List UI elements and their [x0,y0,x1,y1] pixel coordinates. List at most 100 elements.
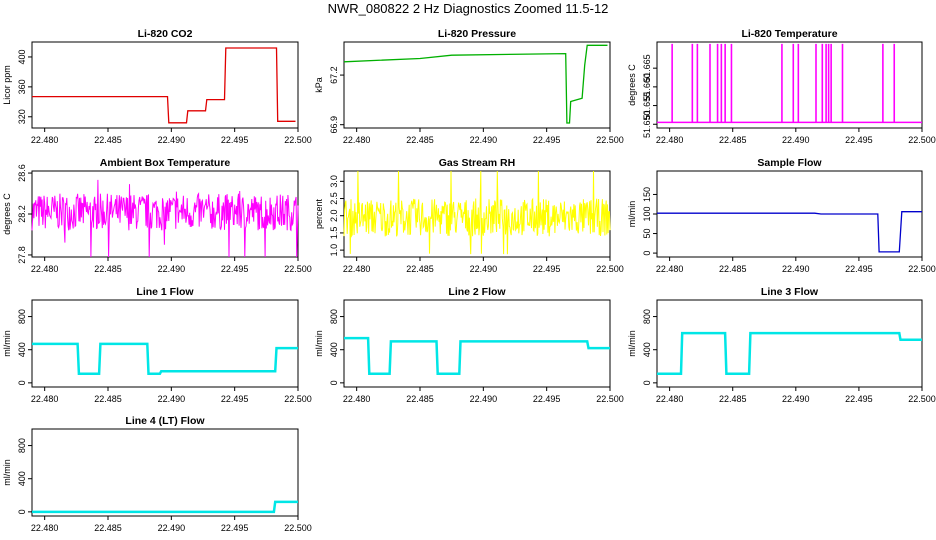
x-tick-label: 22.495 [221,394,249,404]
x-tick-label: 22.480 [31,135,59,145]
series-line [32,47,296,124]
chart-panel-6: Sample Flow ml/min 0 50 100 150 22.480 22.485 22… [627,157,936,274]
x-tick-label: 22.500 [284,264,312,274]
y-tick-label: 150 [642,187,652,202]
x-tick-label: 22.495 [533,264,561,274]
x-tick-label: 22.480 [31,264,59,274]
x-tick-label: 22.490 [158,523,186,533]
chart-panel-1: Li-820 CO2 Licor ppm 320 360 400 22.480 22.485… [2,28,312,145]
y-tick-label: 0 [17,509,27,514]
y-axis-label: ml/min [2,459,12,486]
plot-frame [656,170,923,258]
y-axis-label: ml/min [627,201,637,228]
x-tick-label: 22.480 [31,523,59,533]
y-tick-label: 51.660 [642,73,652,101]
x-tick-label: 22.495 [845,135,873,145]
y-axis-label: Licor ppm [2,65,12,105]
chart-title: Gas Stream RH [439,157,515,169]
x-tick-label: 22.490 [158,135,186,145]
x-tick-label: 22.480 [656,394,684,404]
chart-panel-8: Line 2 Flow ml/min 0 400 800 22.480 22.485 22.4… [314,286,624,404]
x-tick-label: 22.495 [221,523,249,533]
y-tick-label: 0 [329,380,339,385]
x-tick-label: 22.490 [782,394,810,404]
x-tick-label: 22.500 [596,264,624,274]
y-tick-label: 1.0 [329,244,339,257]
x-tick-label: 22.490 [470,135,498,145]
x-tick-label: 22.485 [406,394,434,404]
x-tick-label: 22.485 [406,264,434,274]
y-tick-label: 28.6 [17,164,27,182]
x-tick-label: 22.490 [782,135,810,145]
x-tick-label: 22.490 [158,264,186,274]
x-tick-label: 22.495 [533,135,561,145]
x-tick-label: 22.485 [94,523,122,533]
x-tick-label: 22.500 [284,394,312,404]
chart-panel-2: Li-820 Pressure kPa 66.9 67.2 22.480 22.485 22… [314,28,624,145]
x-tick-label: 22.495 [221,264,249,274]
x-tick-label: 22.485 [94,135,122,145]
x-tick-label: 22.500 [284,523,312,533]
x-tick-label: 22.485 [94,394,122,404]
y-tick-label: 0 [642,380,652,385]
y-tick-label: 2.0 [329,209,339,222]
x-tick-label: 22.485 [719,264,747,274]
x-tick-label: 22.500 [596,394,624,404]
y-tick-label: 51.665 [642,54,652,82]
y-tick-label: 800 [642,309,652,324]
y-tick-label: 100 [642,206,652,221]
x-tick-label: 22.490 [470,394,498,404]
x-tick-label: 22.500 [908,264,936,274]
y-axis-label: degrees C [627,64,637,106]
y-tick-label: 800 [17,438,27,453]
chart-title: Line 4 (LT) Flow [125,415,205,427]
series-line [32,342,298,375]
y-tick-label: 360 [17,79,27,94]
x-tick-label: 22.480 [31,394,59,404]
chart-panel-4: Ambient Box Temperature degrees C 27.8 28.2… [2,157,312,274]
chart-title: Li-820 Pressure [438,28,516,40]
y-axis-label: percent [314,198,324,229]
series-line [32,500,298,514]
x-tick-label: 22.495 [845,394,873,404]
y-tick-label: 66.9 [329,116,339,134]
chart-panel-10: Line 4 (LT) Flow ml/min 0 400 800 22.480 22.48… [2,415,312,533]
series-line [31,179,299,258]
plot-frame [343,170,611,258]
chart-title: Ambient Box Temperature [100,157,231,169]
y-tick-label: 50 [642,229,652,239]
plot-frame [343,41,611,129]
x-tick-label: 22.490 [470,264,498,274]
chart-panel-9: Line 3 Flow ml/min 0 400 800 22.480 22.485 22.4… [627,286,936,404]
chart-title: Line 2 Flow [448,286,506,298]
y-axis-label: ml/min [314,330,324,357]
y-tick-label: 3.0 [329,175,339,188]
y-axis-label: degrees C [2,193,12,235]
chart-title: Li-820 Temperature [741,28,837,40]
x-tick-label: 22.480 [343,394,371,404]
y-tick-label: 800 [329,309,339,324]
y-tick-label: 67.2 [329,66,339,84]
x-tick-label: 22.480 [656,135,684,145]
y-tick-label: 320 [17,109,27,124]
x-tick-label: 22.500 [284,135,312,145]
x-tick-label: 22.490 [158,394,186,404]
x-tick-label: 22.500 [908,394,936,404]
y-axis-label: kPa [314,77,324,93]
y-tick-label: 400 [17,342,27,357]
plot-frame [656,41,923,129]
chart-panel-5: Gas Stream RH percent 1.0 1.5 2.0 2.5 3.0 22.48… [314,157,624,274]
x-tick-label: 22.495 [533,394,561,404]
x-tick-label: 22.485 [406,135,434,145]
x-tick-label: 22.485 [94,264,122,274]
y-axis-label: ml/min [627,330,637,357]
x-tick-label: 22.490 [782,264,810,274]
y-tick-label: 400 [17,49,27,64]
series-line [344,336,610,375]
y-tick-label: 0 [642,251,652,256]
chart-panel-7: Line 1 Flow ml/min 0 400 800 22.480 22.485 22.4… [2,286,312,404]
x-tick-label: 22.480 [656,264,684,274]
y-tick-label: 800 [17,309,27,324]
